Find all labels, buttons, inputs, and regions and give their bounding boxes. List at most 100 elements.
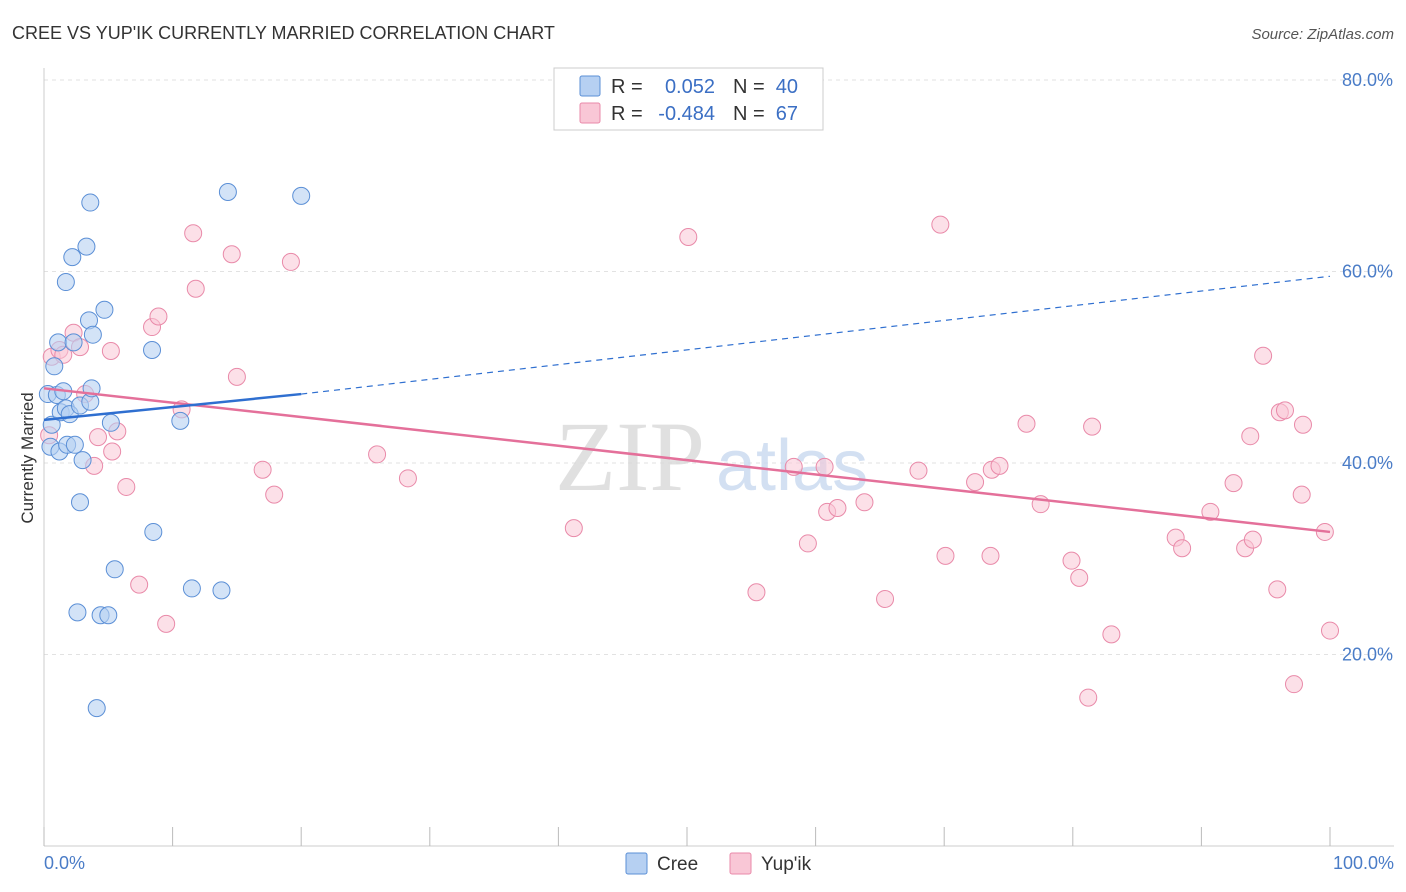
yupik-point [1079,688,1098,707]
cree-point [56,273,75,292]
y-tick-label: 80.0% [1342,70,1393,90]
yupik-point [186,279,205,298]
x-tick-label-min: 0.0% [44,853,85,873]
yupik-point [931,215,950,234]
yupik-trend-line [43,387,1331,534]
yupik-point [828,499,847,518]
yupik-point [936,546,955,565]
cree-trend-extension [301,275,1331,395]
yupik-point [265,485,284,504]
cree-point [99,606,118,625]
yupik-point [679,228,698,247]
bottom-legend-cree-swatch [625,852,648,875]
cree-point [45,357,64,376]
cree-point [63,248,82,267]
yupik-point [1275,401,1294,420]
yupik-point [398,469,417,488]
legend-cree-swatch [579,75,601,97]
x-axis-ticks [43,827,1331,846]
bottom-legend: Cree Yup'ik [625,852,812,875]
yupik-point [149,307,168,326]
cree-point [68,603,87,622]
cree-point [64,333,83,352]
yupik-point [130,575,149,594]
cree-series [38,183,311,718]
cree-point [81,193,100,212]
yupik-point [1292,485,1311,504]
x-tick-label-max: 100.0% [1333,853,1394,873]
cree-point [95,300,114,319]
cree-point [101,413,120,432]
legend-cree-n-value: 40 [776,76,798,98]
cree-point [73,451,92,470]
legend-cree-n-label: N = [733,76,765,98]
legend-cree-r-value: 0.052 [665,76,715,98]
cree-point [292,186,311,205]
cree-point [212,581,231,600]
yupik-point [1254,346,1273,365]
yupik-point [117,477,136,496]
yupik-point [981,546,1000,565]
yupik-point [1241,427,1260,446]
legend-yupik-n-value: 67 [776,103,798,125]
cree-point [87,699,106,718]
yupik-point [1293,415,1312,434]
cree-point [143,341,162,360]
cree-point [77,237,96,256]
yupik-point [990,456,1009,475]
legend-cree-r-label: R = [611,76,643,98]
yupik-point [1201,502,1220,521]
yupik-point [747,583,766,602]
yupik-point [227,367,246,386]
yupik-point [876,589,895,608]
trend-lines [43,275,1331,534]
yupik-point [1173,539,1192,558]
yupik-point [368,445,387,464]
yupik-point [1321,621,1339,640]
cree-point [218,183,237,202]
yupik-point [157,614,176,633]
chart-title: CREE VS YUP'IK CURRENTLY MARRIED CORRELA… [12,23,555,43]
yupik-point [281,252,300,271]
cree-point [144,522,163,541]
y-tick-label: 60.0% [1342,262,1393,282]
gridlines [44,79,1394,655]
cree-point [49,333,68,352]
yupik-point [184,224,203,243]
cree-point [65,435,84,454]
yupik-point [815,457,834,476]
legend-yupik-r-value: -0.484 [658,103,715,125]
legend-yupik-swatch [579,102,601,124]
bottom-legend-yupik-swatch [729,852,752,875]
yupik-point [1102,625,1121,644]
yupik-point [564,519,583,538]
yupik-point [1268,580,1287,599]
y-tick-label: 40.0% [1342,453,1393,473]
y-axis-title: Currently Married [18,392,37,523]
legend: R = 0.052 N = 40 R = -0.484 N = 67 [553,67,824,131]
legend-yupik-r-label: R = [611,103,643,125]
bottom-legend-cree-label: Cree [657,854,698,875]
yupik-point [1284,675,1303,694]
yupik-point [1224,474,1243,493]
yupik-point [1062,551,1081,570]
cree-point [83,325,102,344]
legend-yupik-n-label: N = [733,103,765,125]
yupik-point [222,245,241,264]
yupik-point [253,460,272,479]
yupik-point [966,473,985,492]
yupik-point [1070,568,1089,587]
bottom-legend-yupik-label: Yup'ik [761,854,812,875]
yupik-point [1243,530,1262,549]
cree-point [71,493,90,512]
cree-trend-line [43,392,302,422]
y-tick-label: 20.0% [1342,645,1393,665]
watermark-zip: ZIP [555,401,705,512]
yupik-point [101,341,120,360]
yupik-point [909,461,928,480]
watermark: ZIP atlas [555,401,868,512]
chart-source: Source: ZipAtlas.com [1251,26,1394,43]
yupik-point [855,493,874,512]
yupik-point [1017,414,1036,433]
